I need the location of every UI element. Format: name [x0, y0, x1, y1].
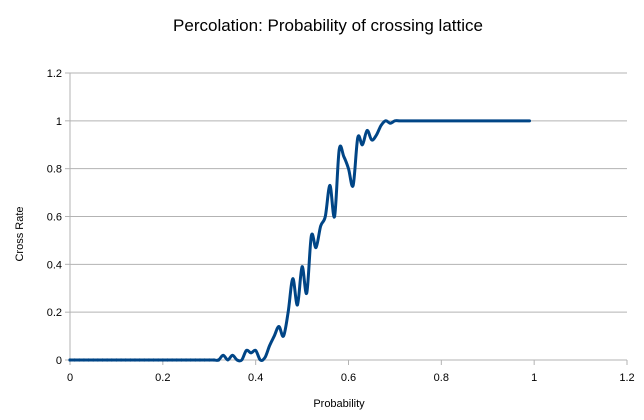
data-point: [170, 358, 174, 362]
data-point: [91, 358, 95, 362]
x-axis-label: Probability: [313, 398, 365, 410]
data-point: [203, 358, 207, 362]
data-point: [207, 358, 211, 362]
x-tick-label: 0.4: [248, 372, 263, 384]
y-tick-label: 0.4: [47, 259, 62, 271]
data-point: [86, 358, 91, 362]
y-tick-label: 1: [56, 116, 62, 128]
data-point: [212, 358, 216, 362]
data-point: [119, 358, 123, 362]
data-point: [133, 358, 137, 362]
data-point: [68, 358, 72, 362]
data-point: [184, 358, 188, 362]
y-tick-label: 0.8: [47, 164, 62, 176]
x-tick-labels: 0 0.2 0.4 0.6 0.8 1 1.2: [67, 360, 635, 384]
data-point: [124, 358, 128, 362]
data-point: [175, 358, 179, 362]
x-tick-label: 1: [531, 372, 537, 384]
y-tick-label: 0.2: [47, 307, 62, 319]
data-point: [156, 358, 160, 362]
gridlines: [70, 72, 627, 361]
x-tick-label: 0.8: [434, 372, 449, 384]
data-point: [161, 358, 165, 362]
x-tick-label: 0: [67, 372, 73, 384]
data-point: [179, 358, 183, 362]
data-point: [138, 358, 142, 362]
data-point: [142, 358, 146, 362]
y-tick-label: 0.6: [47, 212, 62, 224]
data-point: [151, 358, 156, 362]
data-point: [82, 358, 86, 362]
y-axis-label: Cross Rate: [14, 206, 26, 261]
data-point: [114, 358, 119, 362]
data-point: [77, 358, 81, 362]
plot-area: [68, 119, 532, 363]
data-point: [147, 358, 151, 362]
chart-title: Percolation: Probability of crossing lat…: [173, 16, 483, 35]
data-point: [110, 358, 114, 362]
x-tick-label: 0.2: [155, 372, 170, 384]
y-tick-label: 0: [56, 355, 62, 367]
data-point: [96, 358, 100, 362]
data-point: [189, 358, 193, 362]
data-point: [216, 358, 221, 362]
series-line: [68, 119, 532, 363]
data-point: [165, 358, 170, 362]
data-point: [100, 358, 105, 362]
y-tick-labels: 0 0.2 0.4 0.6 0.8 1 1.2: [47, 68, 70, 367]
data-point: [73, 358, 77, 362]
data-point: [198, 358, 202, 362]
data-point: [105, 358, 109, 362]
data-point: [128, 358, 132, 362]
y-tick-label: 1.2: [47, 68, 62, 80]
data-point: [193, 358, 197, 362]
x-tick-label: 0.6: [341, 372, 356, 384]
x-tick-label: 1.2: [619, 372, 634, 384]
